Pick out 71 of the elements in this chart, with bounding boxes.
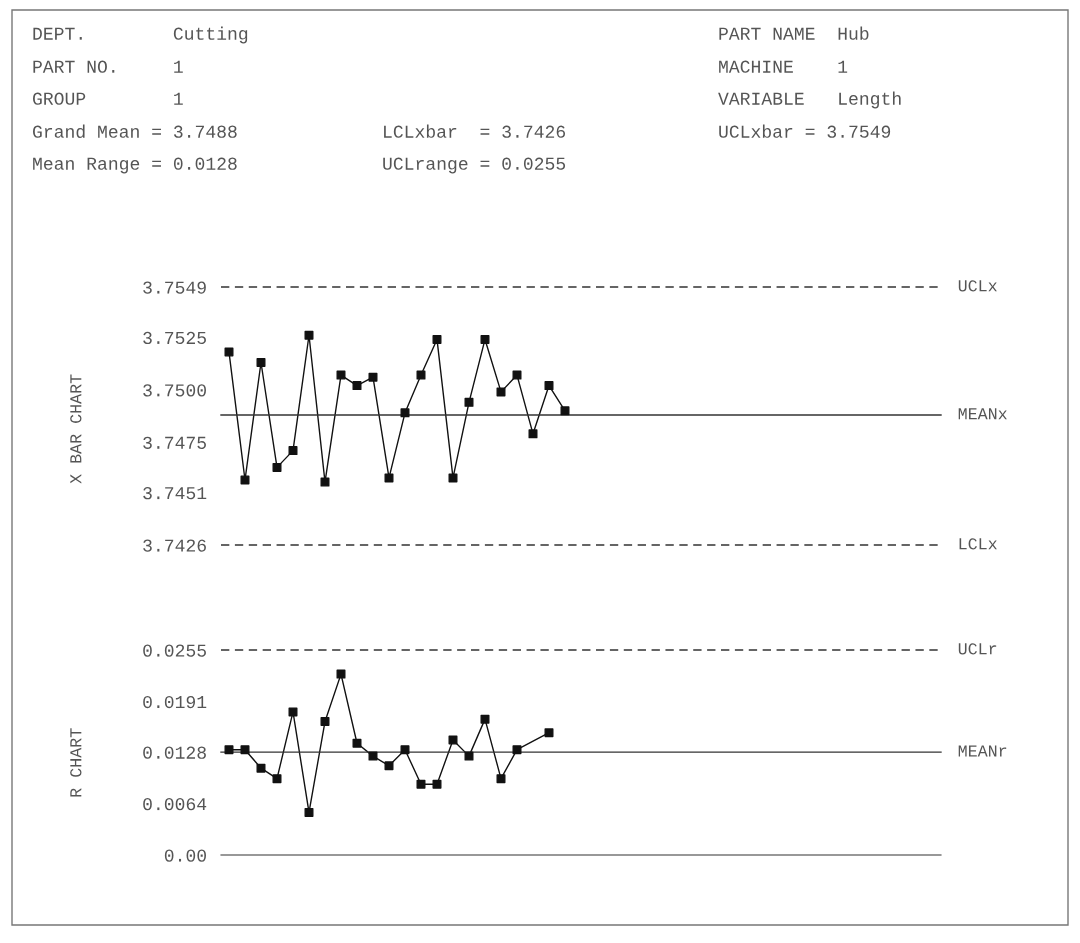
text: Mean Range = 0.0128: [33, 157, 237, 174]
ref-line-label: MEANr: [958, 745, 1007, 757]
point: [496, 774, 506, 784]
y-tick-label: 3.7500: [143, 384, 206, 397]
y-tick-label: 3.7475: [143, 436, 206, 449]
ref-line-label: UCLx: [958, 280, 997, 292]
point: [480, 714, 490, 724]
y-tick-label: 0.0191: [143, 695, 207, 709]
point: [384, 761, 394, 771]
point: [416, 370, 426, 380]
point: [448, 735, 458, 745]
point: [384, 473, 394, 483]
point: [272, 774, 282, 784]
y-tick-label: 0.0128: [143, 746, 206, 759]
point: [416, 779, 426, 789]
point: [272, 462, 282, 472]
point: [560, 406, 570, 416]
point: [464, 397, 474, 407]
point: [352, 381, 362, 391]
text: VARIABLE Length: [718, 91, 901, 109]
point: [544, 381, 554, 391]
y-tick-label: 3.7426: [143, 539, 206, 552]
ref-line-label: LCLx: [959, 538, 997, 550]
text: UCLxbar = 3.7549: [719, 124, 891, 138]
point: [368, 372, 378, 382]
point: [224, 745, 234, 755]
text: UCLrange = 0.0255: [383, 157, 566, 174]
point: [528, 429, 538, 439]
point: [512, 745, 522, 755]
point: [336, 669, 346, 679]
point: [240, 745, 250, 755]
y-tick-label: 0.0255: [143, 644, 206, 657]
text: PART NAME Hub: [719, 26, 869, 40]
text: DEPT. Cutting: [33, 26, 248, 44]
y-tick-label: 3.7549: [143, 281, 206, 294]
ref-line-label: UCLr: [958, 643, 997, 655]
point: [368, 751, 378, 761]
point: [288, 446, 298, 456]
point: [432, 779, 442, 789]
point: [320, 717, 330, 727]
point: [512, 370, 522, 380]
point: [496, 387, 506, 397]
point: [256, 358, 266, 368]
y-tick-label: 0.0064: [143, 798, 207, 811]
point: [464, 751, 474, 761]
y-axis-title: R CHART: [70, 728, 82, 797]
point: [288, 707, 298, 717]
y-tick-label: 3.7525: [143, 331, 206, 345]
y-tick-label: 0.00: [164, 849, 206, 862]
text: MACHINE 1: [719, 60, 848, 73]
text: Grand Mean = 3.7488: [33, 124, 237, 138]
point: [336, 370, 346, 380]
point: [352, 738, 362, 748]
y-tick-label: 3.7451: [143, 487, 207, 500]
point: [544, 728, 554, 738]
ref-line-label: MEANx: [958, 408, 1007, 420]
point: [320, 477, 330, 487]
y-axis-title: X BAR CHART: [70, 374, 82, 484]
point: [256, 763, 266, 773]
point: [240, 475, 250, 485]
point: [304, 807, 314, 817]
point: [304, 330, 314, 340]
point: [480, 334, 490, 344]
point: [432, 334, 442, 344]
point: [448, 473, 458, 483]
point: [400, 408, 410, 418]
point: [400, 745, 410, 755]
point: [224, 347, 234, 357]
text: PART NO. 1: [33, 60, 183, 73]
text: LCLxbar = 3.7426: [384, 124, 566, 138]
text: GROUP 1: [33, 92, 183, 105]
